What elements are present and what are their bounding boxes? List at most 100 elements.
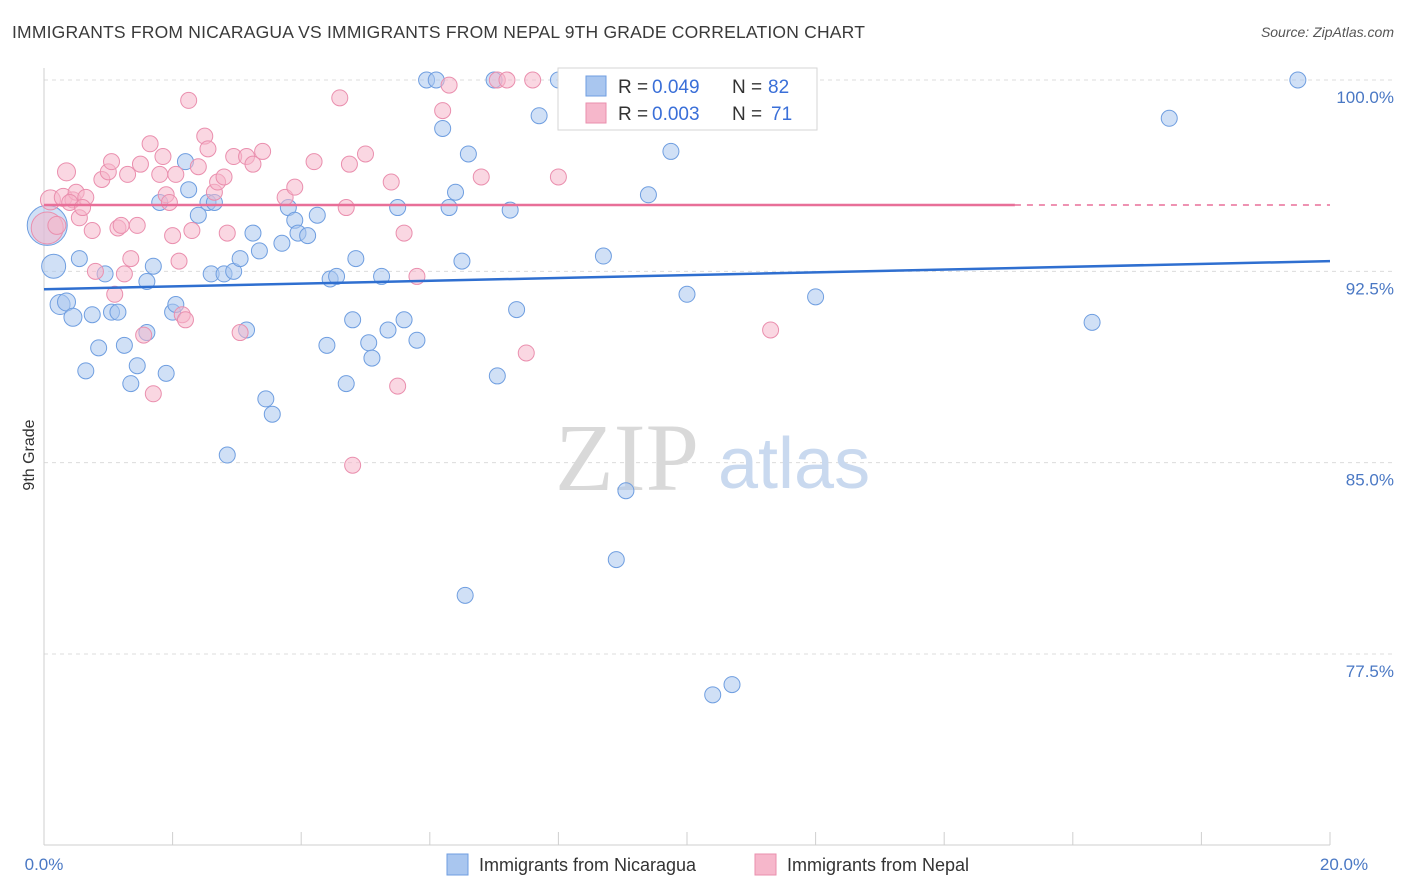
point-nicaragua	[138, 273, 156, 291]
point-nicaragua	[250, 242, 268, 260]
point-nicaragua	[189, 206, 207, 224]
point-nepal	[434, 102, 452, 120]
point-nicaragua	[360, 334, 378, 352]
point-nicaragua	[144, 257, 162, 275]
point-nepal	[103, 153, 121, 171]
point-nicaragua	[488, 367, 506, 385]
point-nepal	[57, 162, 77, 182]
y-tick-labels: 100.0% 92.5% 85.0% 77.5%	[1336, 88, 1394, 681]
point-nepal	[331, 89, 349, 107]
point-nepal	[164, 227, 182, 245]
point-nicaragua	[617, 482, 635, 500]
point-nepal	[128, 216, 146, 234]
point-nepal	[119, 165, 137, 183]
point-nicaragua	[328, 267, 346, 285]
point-nicaragua	[308, 206, 326, 224]
point-nepal	[389, 377, 407, 395]
point-nepal	[231, 324, 249, 342]
point-nicaragua	[122, 375, 140, 393]
x-tick-label-min: 0.0%	[25, 855, 64, 874]
point-nicaragua	[273, 234, 291, 252]
point-nepal	[337, 199, 355, 217]
point-nepal	[180, 91, 198, 109]
point-nicaragua	[83, 306, 101, 324]
point-nepal	[74, 199, 92, 217]
point-nicaragua	[63, 307, 83, 327]
point-nepal	[154, 148, 172, 166]
point-nicaragua	[434, 119, 452, 137]
point-nepal	[340, 155, 358, 173]
point-nepal	[167, 165, 185, 183]
point-nepal	[498, 71, 516, 89]
legend-r-nicaragua: 0.049	[652, 77, 700, 98]
point-nicaragua	[347, 250, 365, 268]
point-nepal	[524, 71, 542, 89]
point-nepal	[244, 155, 262, 173]
legend-r-label: R =	[618, 104, 648, 125]
point-nicaragua	[157, 364, 175, 382]
point-nicaragua	[70, 250, 88, 268]
point-nicaragua	[639, 186, 657, 204]
point-nepal	[395, 224, 413, 242]
point-nicaragua	[344, 311, 362, 329]
point-nepal	[286, 178, 304, 196]
point-nepal	[112, 216, 130, 234]
trend-lines	[43, 203, 1331, 291]
point-nicaragua	[244, 224, 262, 242]
point-nicaragua	[459, 145, 477, 163]
point-nepal	[472, 168, 490, 186]
bottom-legend-label-nepal: Immigrants from Nepal	[787, 855, 969, 875]
point-nicaragua	[1289, 71, 1307, 89]
point-nicaragua	[180, 181, 198, 199]
point-nepal	[144, 385, 162, 403]
point-nicaragua	[379, 321, 397, 339]
bottom-legend-swatch-nepal	[754, 853, 777, 876]
point-nepal	[218, 224, 236, 242]
x-tick-label-max: 20.0%	[1320, 855, 1368, 874]
point-nicaragua	[41, 253, 67, 279]
point-nicaragua	[318, 336, 336, 354]
chart-title: IMMIGRANTS FROM NICARAGUA VS IMMIGRANTS …	[12, 22, 866, 42]
y-tick-label: 92.5%	[1346, 279, 1394, 298]
point-nepal	[83, 222, 101, 240]
series-nicaragua-points	[26, 71, 1307, 704]
point-nepal	[183, 222, 201, 240]
point-nepal	[254, 142, 272, 160]
point-nicaragua	[257, 390, 275, 408]
point-nicaragua	[408, 331, 426, 349]
point-nepal	[517, 344, 535, 362]
series-nepal-points	[30, 71, 780, 474]
point-nicaragua	[218, 446, 236, 464]
legend-n-label: N =	[732, 77, 762, 98]
legend-n-label: N =	[732, 104, 762, 125]
y-tick-label: 85.0%	[1346, 471, 1394, 490]
point-nicaragua	[109, 303, 127, 321]
point-nepal	[47, 215, 67, 235]
trend-line-nicaragua	[43, 259, 1331, 291]
point-nepal	[141, 135, 159, 153]
bottom-legend-swatch-nicaragua	[446, 853, 469, 876]
y-tick-label: 100.0%	[1336, 88, 1394, 107]
point-nepal	[135, 326, 153, 344]
point-nicaragua	[607, 551, 625, 569]
point-nicaragua	[337, 375, 355, 393]
point-nicaragua	[456, 586, 474, 604]
point-nepal	[170, 252, 188, 270]
point-nicaragua	[115, 336, 133, 354]
point-nepal	[305, 153, 323, 171]
point-nepal	[151, 165, 169, 183]
point-nicaragua	[594, 247, 612, 265]
watermark-atlas: atlas	[718, 424, 870, 504]
point-nicaragua	[90, 339, 108, 357]
point-nepal	[440, 76, 458, 94]
point-nicaragua	[395, 311, 413, 329]
point-nicaragua	[299, 227, 317, 245]
point-nepal	[106, 285, 124, 303]
point-nepal	[549, 168, 567, 186]
point-nicaragua	[508, 301, 526, 319]
point-nicaragua	[373, 267, 391, 285]
point-nepal	[382, 173, 400, 191]
point-nicaragua	[389, 199, 407, 217]
bottom-legend-label-nicaragua: Immigrants from Nicaragua	[479, 855, 697, 875]
